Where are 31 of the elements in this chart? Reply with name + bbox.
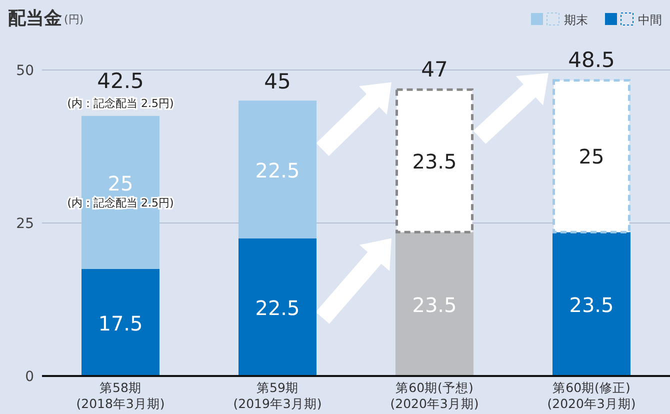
legend-label: 中間 [638, 13, 662, 27]
legend-label: 期末 [564, 13, 588, 27]
x-tick-label: 第59期 (2019年3月期) [233, 380, 322, 411]
annotation: (内：記念配当 2.5円) [67, 196, 174, 210]
y-tick-label: 25 [16, 216, 34, 232]
annotation: (内：記念配当 2.5円) [67, 96, 174, 110]
bar [396, 232, 474, 376]
data-label: 22.5 [255, 158, 300, 182]
x-tick-label: 第58期 (2018年3月期) [76, 380, 165, 411]
data-label: 22.5 [255, 296, 300, 320]
data-label: 23.5 [569, 293, 614, 318]
data-label: 25 [578, 144, 604, 169]
total-label: 42.5 [97, 68, 144, 93]
data-label: 25 [108, 171, 134, 196]
bar [552, 232, 630, 376]
bar [238, 100, 316, 238]
bar [552, 79, 630, 234]
bar [82, 116, 160, 269]
x-tick-label: 第60期(予想) (2020年3月期) [390, 380, 479, 411]
total-label: 47 [421, 57, 448, 82]
chart-title: 配当金 [8, 8, 62, 29]
y-axis-title: (円) [64, 13, 84, 26]
total-label: 45 [264, 70, 291, 94]
data-label: 23.5 [412, 293, 457, 318]
total-label: 48.5 [568, 48, 615, 72]
data-label: 23.5 [412, 149, 457, 174]
y-tick-label: 50 [16, 63, 34, 79]
y-tick-label: 0 [25, 369, 34, 385]
x-tick-label: 第60期(修正) (2020年3月期) [547, 380, 636, 411]
bar [82, 268, 160, 376]
data-label: 17.5 [98, 311, 143, 336]
